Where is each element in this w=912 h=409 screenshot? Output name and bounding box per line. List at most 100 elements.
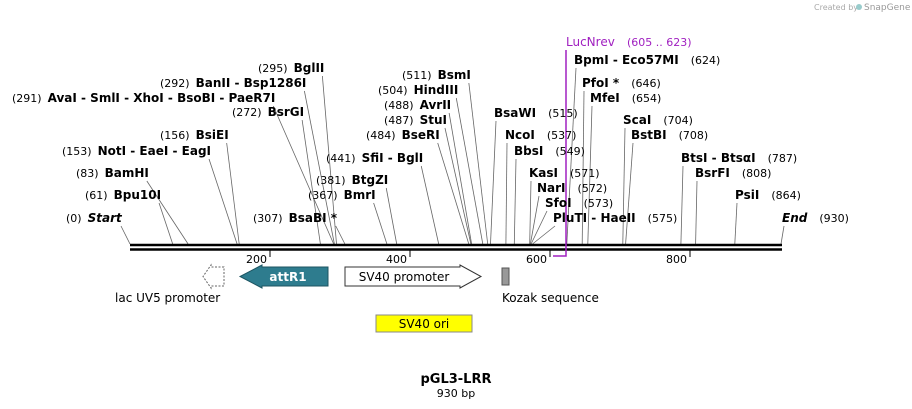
site-position: (646) (631, 77, 661, 90)
site-line (468, 82, 489, 245)
map-length: 930 bp (437, 387, 475, 400)
feature-label: Kozak sequence (502, 291, 599, 305)
site-line (226, 142, 240, 245)
enzyme-name: BsaWI (494, 106, 536, 120)
site-line (158, 202, 174, 245)
site-position: (484) (366, 129, 396, 142)
site-position: (488) (384, 99, 414, 112)
credit-logo (856, 4, 862, 10)
site-label: (367) BmrI (308, 188, 376, 202)
enzyme-name: BtsI - BtsαI (681, 151, 756, 165)
feature-arrow (238, 264, 329, 289)
site-position: (156) (160, 129, 190, 142)
ruler: 200 400 600 800 (246, 250, 691, 266)
primer (553, 50, 567, 257)
site-position: (808) (742, 167, 772, 180)
site-line (490, 120, 497, 245)
site-line (695, 180, 698, 245)
site-line (455, 97, 484, 245)
site-label: (484) BseRI (366, 128, 440, 142)
site-position: (573) (584, 197, 614, 210)
site-label: ScaI (704) (623, 113, 693, 127)
enzyme-name: BglII (294, 61, 325, 75)
enzyme-name: BmrI (344, 188, 376, 202)
enzyme-name: End (782, 211, 808, 225)
feature-label: lac UV5 promoter (115, 291, 220, 305)
site-line (505, 142, 508, 245)
site-position: (624) (691, 54, 721, 67)
site-position: (441) (326, 152, 356, 165)
site-label: MfeI (654) (590, 91, 661, 105)
site-position: (61) (85, 189, 108, 202)
ruler-label: 200 (246, 253, 267, 266)
enzyme-name: NotI - EaeI - EagI (98, 144, 211, 158)
site-label: NcoI (537) (505, 128, 576, 142)
site-line (448, 112, 472, 245)
site-line (303, 90, 335, 245)
ruler-label: 400 (386, 253, 407, 266)
site-line (622, 127, 626, 245)
enzyme-name: BsrFI (695, 166, 730, 180)
site-position: (153) (62, 145, 92, 158)
site-position: (487) (384, 114, 414, 127)
site-label: (292) BanII - Bsp1286I (160, 76, 306, 90)
ruler-label: 600 (526, 253, 547, 266)
site-line (335, 225, 346, 245)
site-position: (708) (679, 129, 709, 142)
primer-range: (605 .. 623) (627, 36, 692, 49)
enzyme-name: SfoI (545, 196, 572, 210)
site-label: (307) BsaBI * (253, 211, 338, 225)
site-position: (704) (663, 114, 693, 127)
enzyme-name: ScaI (623, 113, 651, 127)
site-position: (504) (378, 84, 408, 97)
site-label: (381) BtgZI (316, 173, 388, 187)
site-label: (0) Start (66, 211, 123, 225)
site-line (566, 67, 577, 245)
enzyme-name: AvrII (420, 98, 452, 112)
site-line (208, 158, 238, 245)
primer-name: LucNrev (566, 35, 615, 49)
site-position: (291) (12, 92, 42, 105)
site-position: (292) (160, 77, 190, 90)
enzyme-name: NarI (537, 181, 566, 195)
site-label: (504) HindIII (378, 83, 458, 97)
enzyme-name: PluTI - HaeII (553, 211, 636, 225)
site-line (301, 119, 321, 245)
site-position: (575) (648, 212, 678, 225)
enzyme-name: PfoI * (582, 76, 620, 90)
enzyme-name: Start (88, 211, 123, 225)
site-label: SfoI (573) (545, 196, 613, 210)
site-line (532, 225, 556, 245)
enzyme-name: BsaBI * (289, 211, 338, 225)
site-position: (515) (548, 107, 578, 120)
enzyme-name: BanII - Bsp1286I (196, 76, 307, 90)
feature-box (375, 314, 473, 333)
enzyme-name: StuI (420, 113, 447, 127)
site-label: NarI (572) (537, 181, 607, 195)
feature-label: attR1 (269, 270, 306, 284)
site-line (581, 90, 585, 245)
enzyme-name: AvaI - SmlI - XhoI - BsoBI - PaeR7I (48, 91, 276, 105)
site-label: (295) BglII (258, 61, 324, 75)
site-label: (83) BamHI (76, 166, 149, 180)
site-position: (930) (819, 212, 849, 225)
enzyme-name: KasI (529, 166, 558, 180)
site-line (513, 158, 517, 245)
credit-prefix: Created by (814, 3, 858, 12)
site-line (625, 142, 634, 245)
enzyme-name: HindIII (414, 83, 459, 97)
site-label: (488) AvrII (384, 98, 451, 112)
site-label: (61) Bpu10I (85, 188, 161, 202)
site-position: (787) (768, 152, 798, 165)
enzyme-name: BpmI - Eco57MI (574, 53, 679, 67)
site-label: (441) SfiI - BglI (326, 151, 423, 165)
site-label: BpmI - Eco57MI (624) (574, 53, 720, 67)
feature-arrow (202, 263, 225, 290)
site-label: BsaWI (515) (494, 106, 578, 120)
feature-label: SV40 promoter (359, 270, 450, 284)
site-line (120, 225, 131, 245)
site-label: PluTI - HaeII (575) (553, 211, 677, 225)
site-line (420, 165, 440, 245)
site-position: (367) (308, 189, 338, 202)
